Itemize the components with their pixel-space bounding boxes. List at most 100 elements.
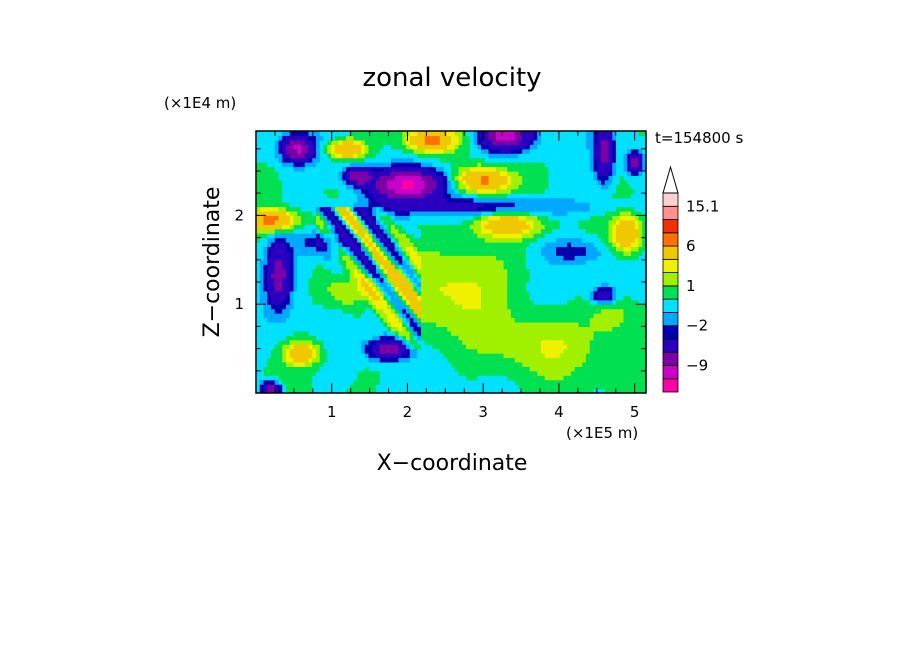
field-cell [548, 366, 553, 372]
field-cell [526, 379, 531, 385]
field-cell [484, 184, 490, 190]
field-cell [503, 255, 508, 261]
field-cell [278, 259, 283, 265]
field-cell [458, 202, 463, 208]
field-cell [481, 361, 486, 367]
field-cell [346, 197, 351, 203]
field-cell [454, 197, 460, 203]
field-cell [492, 219, 497, 225]
field-cell [259, 357, 265, 363]
field-cell [544, 246, 550, 252]
field-cell [514, 281, 520, 288]
field-cell [364, 277, 370, 283]
field-cell [514, 242, 520, 248]
field-cell [398, 353, 403, 359]
field-cell [619, 206, 625, 212]
field-cell [334, 259, 340, 265]
field-cell [447, 250, 452, 256]
field-cell [451, 286, 456, 292]
field-cell [503, 344, 508, 350]
field-cell [597, 219, 602, 225]
field-cell [563, 339, 568, 345]
field-cell [297, 237, 302, 243]
field-cell [473, 224, 478, 230]
field-cell [507, 215, 512, 221]
field-cell [398, 384, 403, 390]
field-cell [526, 237, 531, 243]
field-cell [383, 193, 388, 199]
field-cell [503, 273, 508, 279]
field-cell [346, 277, 351, 283]
field-cell [428, 375, 433, 381]
field-cell [563, 290, 568, 296]
field-cell [507, 330, 512, 336]
field-cell [518, 268, 523, 274]
field-cell [526, 202, 531, 208]
field-cell [289, 317, 295, 323]
field-cell [556, 286, 561, 292]
field-cell [597, 242, 602, 248]
field-cell [267, 357, 272, 363]
field-cell [391, 308, 396, 314]
field-cell [387, 215, 392, 221]
field-cell [608, 344, 613, 350]
field-cell [638, 246, 643, 252]
field-cell [634, 215, 640, 221]
field-cell [327, 224, 332, 230]
field-cell [601, 273, 606, 279]
field-cell [447, 348, 452, 354]
field-cell [379, 339, 385, 345]
field-cell [301, 281, 306, 288]
field-cell [616, 233, 621, 239]
field-cell [312, 246, 317, 252]
field-cell [477, 375, 482, 381]
field-cell [439, 250, 445, 256]
field-cell [477, 219, 482, 225]
field-cell [488, 179, 493, 185]
field-cell [259, 330, 265, 336]
field-cell [259, 348, 265, 354]
field-cell [338, 339, 343, 345]
field-cell [548, 264, 553, 270]
field-cell [364, 321, 370, 327]
field-cell [492, 179, 497, 185]
field-cell [402, 370, 407, 376]
field-cell [439, 277, 445, 283]
field-cell [368, 246, 373, 252]
field-cell [319, 384, 325, 390]
field-cell [458, 317, 463, 323]
field-cell [432, 184, 437, 190]
field-cell [282, 179, 287, 185]
field-cell [589, 357, 595, 363]
field-cell [447, 308, 452, 314]
field-cell [548, 286, 553, 292]
field-cell [289, 326, 295, 332]
field-cell [327, 228, 332, 234]
field-cell [612, 242, 617, 248]
field-cell [304, 277, 310, 283]
field-cell [439, 242, 445, 248]
field-cell [612, 255, 617, 261]
field-cell [616, 344, 621, 350]
field-cell [304, 197, 310, 203]
field-cell [451, 193, 456, 199]
field-cell [458, 330, 463, 336]
field-cell [544, 388, 550, 393]
field-cell [563, 277, 568, 283]
field-cell [623, 375, 628, 381]
field-cell [417, 304, 422, 310]
field-cell [447, 255, 452, 261]
field-cell [368, 219, 373, 225]
field-cell [518, 281, 523, 288]
field-cell [544, 215, 550, 221]
field-cell [357, 290, 362, 296]
field-cell [443, 242, 448, 248]
field-cell [511, 228, 516, 234]
field-cell [364, 295, 370, 301]
field-cell [454, 366, 460, 372]
field-cell [627, 330, 632, 336]
field-cell [529, 179, 535, 185]
field-cell [271, 353, 276, 359]
field-cell [526, 210, 531, 216]
field-cell [301, 304, 306, 310]
